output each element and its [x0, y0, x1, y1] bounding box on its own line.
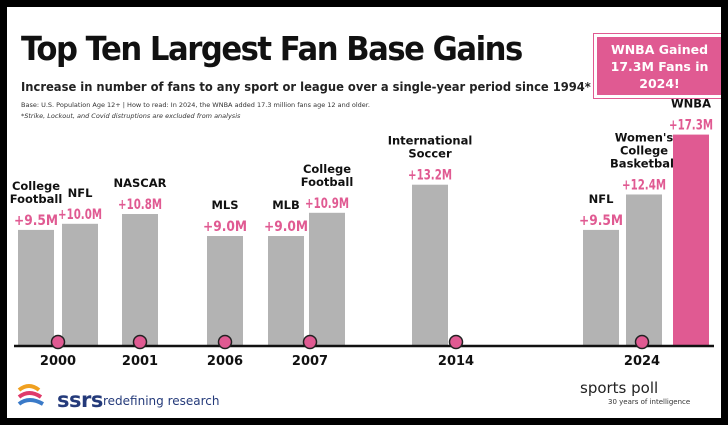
year-marker-icon — [50, 334, 66, 350]
bar-value-label: +9.5M — [579, 213, 623, 229]
x-tick-label: 2001 — [122, 354, 158, 369]
bar-value-label: +17.3M — [669, 118, 713, 134]
year-marker-icon — [132, 334, 148, 350]
bar-value-label: +9.5M — [14, 213, 58, 229]
bar-category-label: NFL — [68, 186, 93, 200]
sports-poll-logo: sports poll — [580, 379, 659, 397]
sports-poll-tagline: 30 years of intelligence — [608, 398, 691, 406]
ssrs-wordmark: ssrs — [57, 388, 103, 412]
bar-value-label: +12.4M — [622, 177, 666, 193]
bar — [62, 223, 98, 346]
x-tick-label: 2000 — [40, 354, 76, 369]
bar-value-label: +13.2M — [408, 168, 452, 184]
chart-title: Top Ten Largest Fan Base Gains — [21, 29, 523, 68]
bar-value-label: +10.9M — [305, 196, 349, 212]
x-tick-label: 2024 — [624, 354, 660, 369]
base-note: Base: U.S. Population Age 12+ | How to r… — [21, 101, 370, 109]
exclusion-note: *Strike, Lockout, and Covid distruptions… — [21, 112, 241, 120]
wnba-callout: WNBA Gained 17.3M Fans in 2024! — [594, 34, 721, 98]
bar-category-label: NASCAR — [113, 176, 166, 190]
bar — [122, 214, 158, 346]
bar-category-label: MLB — [272, 198, 300, 212]
year-marker-icon — [302, 334, 318, 350]
bar — [18, 229, 54, 346]
bar-category-label: WNBA — [671, 97, 711, 111]
chart-subtitle: Increase in number of fans to any sport … — [21, 80, 591, 94]
bar-category-label: Basketball — [610, 156, 678, 170]
bar-category-label: Soccer — [408, 147, 452, 161]
year-marker-icon — [634, 334, 650, 350]
x-tick-label: 2014 — [438, 354, 474, 369]
bar — [412, 184, 448, 346]
bar — [626, 194, 662, 346]
bar — [268, 236, 304, 346]
bar — [309, 212, 345, 346]
bar-category-label: College — [620, 143, 668, 157]
bar-category-label: College — [12, 179, 60, 193]
bar-category-label: Women's — [615, 130, 674, 144]
x-tick-label: 2006 — [207, 354, 243, 369]
bar — [207, 236, 243, 346]
year-marker-icon — [448, 334, 464, 350]
year-marker-icon — [217, 334, 233, 350]
ssrs-tagline: redefining research — [103, 394, 220, 408]
bar-category-label: MLS — [211, 198, 238, 212]
bar — [673, 134, 709, 346]
bar-value-label: +9.0M — [203, 219, 247, 235]
bar — [583, 229, 619, 346]
bar-value-label: +10.8M — [118, 197, 162, 213]
bar-category-label: International — [388, 134, 473, 148]
infographic-frame: Top Ten Largest Fan Base Gains Increase … — [7, 7, 721, 418]
x-tick-label: 2007 — [292, 354, 328, 369]
bar-value-label: +9.0M — [264, 219, 308, 235]
bar-value-label: +10.0M — [58, 207, 102, 223]
ssrs-logo-icon — [17, 384, 44, 406]
bar-category-label: Football — [10, 192, 63, 206]
bar-category-label: College — [303, 162, 351, 176]
bar-category-label: NFL — [589, 192, 614, 206]
bar-category-label: Football — [301, 175, 354, 189]
